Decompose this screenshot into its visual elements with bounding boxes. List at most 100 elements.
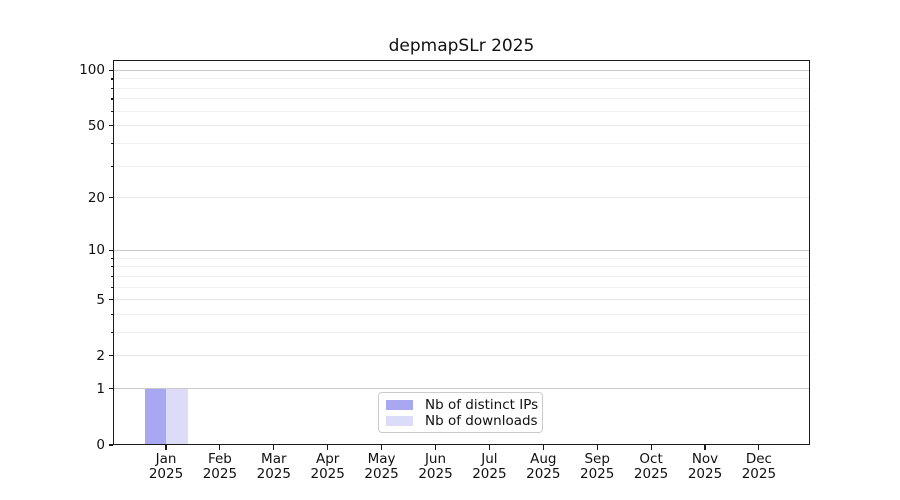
x-tick-month: Jan bbox=[155, 451, 177, 467]
y-axis-tick-label: 5 bbox=[96, 291, 105, 308]
y-minor-gridline bbox=[113, 313, 810, 315]
y-axis-tick bbox=[108, 444, 113, 446]
x-tick-month: May bbox=[367, 451, 396, 467]
y-axis-minor-tick bbox=[110, 257, 113, 259]
y-axis-tick bbox=[108, 355, 113, 357]
x-axis-tick-label: May 2025 bbox=[355, 452, 409, 482]
legend: Nb of distinct IPs Nb of downloads bbox=[378, 392, 543, 433]
x-tick-month: Jun bbox=[424, 451, 447, 467]
y-axis-tick bbox=[108, 125, 113, 127]
x-axis-tick-label: Jun 2025 bbox=[409, 452, 463, 482]
legend-item: Nb of downloads bbox=[386, 414, 538, 428]
x-axis-tick-label: Aug 2025 bbox=[516, 452, 570, 482]
y-axis-tick-label: 10 bbox=[87, 242, 105, 259]
x-tick-month: Mar bbox=[261, 451, 287, 467]
x-tick-month: Oct bbox=[639, 451, 663, 467]
x-tick-month: Feb bbox=[207, 451, 232, 467]
x-tick-year: 2025 bbox=[526, 466, 561, 482]
x-tick-month: Jul bbox=[481, 451, 498, 467]
y-minor-gridline bbox=[113, 165, 810, 167]
y-axis-tick bbox=[108, 388, 113, 390]
x-tick-month: Sep bbox=[584, 451, 610, 467]
y-axis-tick-label: 0 bbox=[96, 437, 105, 453]
legend-swatch bbox=[386, 400, 413, 410]
y-minor-gridline bbox=[113, 286, 810, 288]
y-axis-minor-tick bbox=[110, 286, 113, 288]
x-tick-year: 2025 bbox=[741, 466, 777, 482]
x-axis-tick bbox=[381, 445, 383, 450]
x-axis-tick bbox=[596, 445, 598, 450]
y-axis-minor-tick bbox=[110, 165, 113, 167]
x-axis-tick-label: Feb 2025 bbox=[193, 452, 247, 482]
x-tick-year: 2025 bbox=[148, 466, 184, 482]
y-axis-tick-label: 1 bbox=[96, 380, 105, 397]
x-tick-year: 2025 bbox=[202, 466, 238, 482]
y-axis-tick-label: 50 bbox=[87, 117, 105, 134]
x-axis-tick bbox=[219, 445, 221, 450]
y-minor-gridline bbox=[113, 98, 810, 100]
legend-swatch bbox=[386, 416, 413, 426]
y-gridline bbox=[113, 388, 810, 390]
legend-label: Nb of distinct IPs bbox=[425, 397, 539, 413]
x-axis-tick bbox=[434, 445, 437, 450]
y-minor-gridline bbox=[113, 331, 810, 333]
y-minor-gridline bbox=[113, 143, 810, 145]
y-axis-tick bbox=[108, 298, 113, 301]
x-tick-year: 2025 bbox=[580, 466, 615, 482]
x-tick-year: 2025 bbox=[687, 466, 723, 482]
x-axis-tick-label: Mar 2025 bbox=[247, 452, 301, 482]
x-tick-year: 2025 bbox=[310, 466, 345, 482]
x-tick-year: 2025 bbox=[633, 466, 669, 482]
y-gridline bbox=[113, 355, 810, 357]
x-axis-tick bbox=[650, 445, 652, 450]
y-minor-gridline bbox=[113, 78, 810, 80]
y-axis-tick bbox=[108, 69, 113, 71]
y-minor-gridline bbox=[113, 87, 810, 89]
y-gridline bbox=[113, 299, 810, 301]
y-axis-minor-tick bbox=[110, 98, 113, 100]
y-axis-tick bbox=[108, 197, 113, 199]
x-tick-month: Dec bbox=[745, 451, 772, 467]
legend-label: Nb of downloads bbox=[425, 413, 538, 429]
x-tick-month: Aug bbox=[530, 451, 557, 467]
x-axis-tick-label: Jul 2025 bbox=[462, 452, 516, 482]
y-axis-minor-tick bbox=[110, 143, 113, 145]
x-axis-tick bbox=[273, 445, 275, 450]
y-axis-tick-label: 100 bbox=[79, 62, 105, 79]
y-axis-minor-tick bbox=[110, 313, 113, 316]
x-tick-year: 2025 bbox=[472, 466, 507, 482]
y-minor-gridline bbox=[113, 257, 810, 259]
x-axis-tick-label: Apr 2025 bbox=[301, 452, 355, 482]
y-gridline bbox=[113, 125, 810, 127]
y-gridline bbox=[113, 69, 810, 71]
y-axis-tick bbox=[108, 249, 113, 251]
y-axis-minor-tick bbox=[110, 78, 113, 80]
x-tick-year: 2025 bbox=[418, 466, 453, 482]
x-tick-year: 2025 bbox=[256, 466, 291, 482]
y-gridline bbox=[113, 197, 810, 199]
chart-title: depmapSLr 2025 bbox=[388, 36, 535, 56]
x-tick-year: 2025 bbox=[364, 466, 399, 482]
y-minor-gridline bbox=[113, 275, 810, 277]
legend-item: Nb of distinct IPs bbox=[386, 398, 538, 412]
x-axis-tick bbox=[704, 445, 706, 450]
x-axis-tick bbox=[758, 445, 760, 450]
y-gridline bbox=[113, 249, 810, 251]
x-axis-tick-label: Jan 2025 bbox=[139, 452, 193, 482]
bar-distinct-ips bbox=[144, 388, 166, 445]
y-axis-minor-tick bbox=[110, 266, 113, 268]
y-minor-gridline bbox=[113, 110, 810, 112]
x-axis-tick bbox=[327, 445, 329, 450]
x-axis-tick bbox=[165, 445, 167, 450]
y-axis-minor-tick bbox=[110, 331, 113, 334]
x-tick-month: Apr bbox=[316, 451, 340, 467]
x-axis-tick-label: Dec 2025 bbox=[732, 452, 786, 482]
y-axis-minor-tick bbox=[110, 110, 113, 112]
x-axis-tick-label: Nov 2025 bbox=[678, 452, 732, 482]
x-axis-tick-label: Oct 2025 bbox=[624, 452, 678, 482]
bar-downloads bbox=[166, 388, 188, 445]
x-axis-tick bbox=[488, 445, 490, 450]
x-tick-month: Nov bbox=[691, 451, 719, 467]
y-axis-tick-label: 20 bbox=[87, 189, 105, 206]
